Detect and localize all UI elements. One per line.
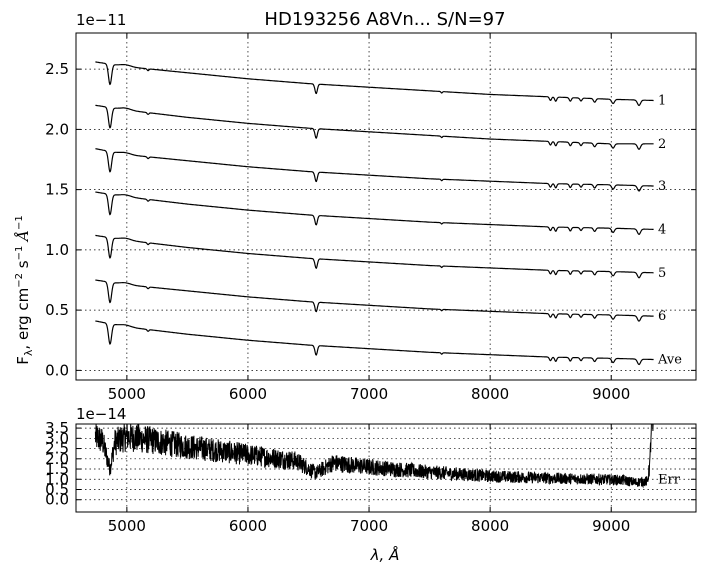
ylabel-exp-s: −1 xyxy=(14,246,25,261)
bottom-ytick-label: 0.5 xyxy=(45,480,69,498)
spectrum-2 xyxy=(95,104,654,150)
bottom-grid xyxy=(76,424,696,512)
top-xtick-label: 5000 xyxy=(108,385,146,403)
top-ytick-label: 0.5 xyxy=(45,301,69,319)
top-ytick-label: 2.5 xyxy=(45,60,69,78)
bottom-ytick-label: 2.0 xyxy=(45,450,69,468)
series-label-5: 5 xyxy=(658,266,666,281)
series-label-3: 3 xyxy=(658,179,666,194)
xlabel-lambda: λ xyxy=(370,546,380,564)
top-grid xyxy=(76,33,696,380)
top-series-labels: 1 2 3 4 5 6 Ave xyxy=(657,93,682,367)
top-axes-frame xyxy=(75,32,697,381)
bottom-ytick-label: 3.0 xyxy=(45,429,69,447)
y-axis-label: Fλ, erg cm−2 s−1 Å−1 xyxy=(14,215,35,364)
top-ytick-label: 1.5 xyxy=(45,181,69,199)
series-label-Err: Err xyxy=(658,472,681,487)
top-xtick-label: 8000 xyxy=(471,385,509,403)
series-label-1: 1 xyxy=(658,93,666,108)
ylabel-exp-angstrom: −1 xyxy=(14,215,25,230)
bottom-ytick-label: 3.5 xyxy=(45,419,69,437)
top-scale-label: 1e−11 xyxy=(76,11,126,29)
bottom-ticks: 5000 6000 7000 8000 90000.00.51.01.52.02.53.… xyxy=(45,419,696,535)
bottom-ytick-label: 2.5 xyxy=(45,440,69,458)
bottom-ytick-label: 1.5 xyxy=(45,460,69,478)
top-ytick-label: 2.0 xyxy=(45,120,69,138)
spectrum-Err xyxy=(94,423,654,489)
spectrum-1 xyxy=(95,61,654,107)
series-label-Ave: Ave xyxy=(657,353,682,368)
bottom-xtick-label: 5000 xyxy=(108,517,146,535)
series-label-6: 6 xyxy=(658,309,666,324)
top-xtick-label: 7000 xyxy=(350,385,388,403)
bottom-scale-label: 1e−14 xyxy=(76,405,126,423)
top-xtick-label: 6000 xyxy=(229,385,267,403)
spectrum-5 xyxy=(95,234,654,279)
top-ticks: 5000 6000 7000 8000 9000 0.0 0.5 1.0 1.5 2.0 2.5 xyxy=(45,33,696,403)
x-axis-label: λ, Å xyxy=(370,545,400,564)
ylabel-angstrom: Å xyxy=(14,230,32,246)
bottom-xtick-label: 9000 xyxy=(592,517,630,535)
ylabel-f: F xyxy=(14,356,32,365)
svg-text:Fλ, erg cm−2 s−1 Å−1: Fλ, erg cm−2 s−1 Å−1 xyxy=(14,215,35,364)
top-xtick-label: 9000 xyxy=(592,385,630,403)
ylabel-exp-cm: −2 xyxy=(14,273,25,288)
top-spectra xyxy=(95,61,654,366)
xlabel-angstrom: , Å xyxy=(380,545,400,564)
error-panel: 5000 6000 7000 8000 90000.00.51.01.52.02.53.… xyxy=(45,419,697,535)
error-spectrum xyxy=(94,423,654,489)
bottom-xtick-label: 6000 xyxy=(229,517,267,535)
spectrum-3 xyxy=(95,148,654,192)
ylabel-units: , erg cm xyxy=(14,288,32,350)
bottom-ytick-label: 1.0 xyxy=(45,470,69,488)
spectrum-4 xyxy=(95,191,654,235)
top-ytick-label: 1.0 xyxy=(45,241,69,259)
bottom-series-labels: Err xyxy=(658,472,681,487)
top-spectra-panel: 5000 6000 7000 8000 9000 0.0 0.5 1.0 1.5 2.0 2.5 1… xyxy=(45,32,697,403)
spectrum-Ave xyxy=(95,320,654,366)
bottom-xtick-label: 7000 xyxy=(350,517,388,535)
top-ytick-label: 0.0 xyxy=(45,361,69,379)
chart-title: HD193256 A8Vn... S/N=97 xyxy=(264,9,505,30)
series-label-4: 4 xyxy=(658,222,666,237)
series-label-2: 2 xyxy=(658,137,666,152)
bottom-ytick-label: 0.0 xyxy=(45,491,69,509)
bottom-xtick-label: 8000 xyxy=(471,517,509,535)
spectrum-6 xyxy=(95,279,654,322)
ylabel-s: s xyxy=(14,260,32,273)
bottom-axes-frame xyxy=(75,423,697,513)
ylabel-lambda-sub: λ xyxy=(22,349,35,356)
